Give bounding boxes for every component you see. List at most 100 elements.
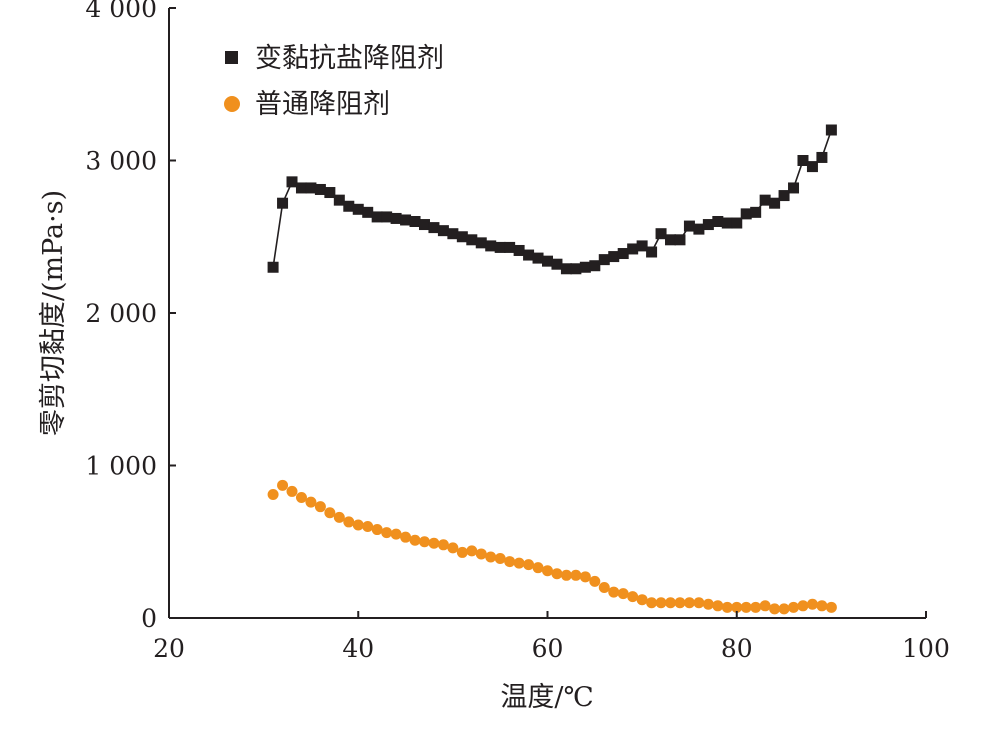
series-1-point <box>513 244 525 256</box>
y-tick-label: 1 000 <box>85 452 157 481</box>
series-2-point <box>314 501 326 513</box>
series-1-point <box>437 225 449 237</box>
series-1-line <box>272 129 833 270</box>
series-2-point <box>494 553 506 565</box>
series-2-point <box>627 591 639 603</box>
series-1-point <box>409 216 421 227</box>
series-1-point <box>674 234 686 246</box>
series-2-point <box>598 582 610 593</box>
series-1-point <box>447 228 459 240</box>
series-2-point <box>333 511 345 523</box>
x-tick-label: 100 <box>902 634 950 663</box>
series-2-point <box>608 586 620 598</box>
series-2-point <box>513 557 525 569</box>
series-1-point <box>608 251 620 263</box>
series-2-point <box>542 565 553 577</box>
series-1-point <box>570 263 582 275</box>
series-2-point <box>456 546 468 558</box>
series-2-point <box>400 531 412 543</box>
series-1-point <box>485 240 497 252</box>
series-1-point <box>494 241 506 253</box>
y-tick-label: 4 000 <box>85 0 157 23</box>
series-1-point <box>466 234 478 246</box>
series-1-point <box>267 261 279 273</box>
series-1-point <box>769 197 781 209</box>
x-tick-label: 60 <box>532 634 564 663</box>
series-1-point <box>740 208 752 220</box>
series-2-point <box>418 536 430 548</box>
series-1-point <box>456 231 468 243</box>
series-1-point <box>504 241 516 253</box>
series-1-point <box>712 216 724 227</box>
series-1-point <box>750 206 762 218</box>
series-2-point <box>447 542 459 554</box>
series-1-point <box>646 246 658 258</box>
series-1-point <box>788 182 800 194</box>
series-2-point <box>551 568 563 580</box>
series-2-point <box>277 479 289 491</box>
series-1-point <box>655 228 667 240</box>
series-1-point <box>428 222 440 234</box>
series-1-point <box>797 155 809 166</box>
series-2-point <box>721 601 733 613</box>
series-1-point <box>333 194 345 206</box>
series-1-point <box>542 255 553 267</box>
x-tick-label: 80 <box>721 634 753 663</box>
series-1-point <box>816 151 828 163</box>
series-2-point <box>655 597 667 609</box>
series-2-point <box>759 600 771 612</box>
series-1-point <box>532 252 544 264</box>
series-1-point <box>400 214 412 226</box>
series-1-point <box>551 258 563 270</box>
series-1-point <box>683 220 695 232</box>
series-2-point <box>267 488 279 500</box>
series-1-point <box>295 182 307 194</box>
series-2-point <box>437 539 449 551</box>
series-1-point <box>286 176 298 188</box>
x-axis-ticks: 20 40 60 80 100 <box>153 611 950 663</box>
series-1-point <box>305 182 317 194</box>
series-markers <box>267 124 837 615</box>
x-tick-label: 20 <box>153 634 185 663</box>
series-2-point <box>825 601 837 613</box>
series-2-point <box>712 600 724 612</box>
series-2-point <box>523 559 535 571</box>
legend: 变黏抗盐降阻剂 普通降阻剂 <box>224 43 444 120</box>
series-2-point <box>560 569 572 581</box>
series-1-point <box>371 211 383 223</box>
y-axis-ticks: 0 1 000 2 000 3 000 4 000 <box>85 0 176 633</box>
series-2-point <box>324 507 336 519</box>
series-2-point <box>343 516 355 528</box>
series-lines <box>272 129 833 270</box>
series-1-point <box>381 211 393 223</box>
series-1-point <box>731 217 743 229</box>
series-2-point <box>731 601 743 613</box>
series-2-point <box>740 601 752 613</box>
series-2-point <box>750 601 762 613</box>
legend-label-series-1: 变黏抗盐降阻剂 <box>255 43 444 74</box>
legend-label-series-2: 普通降阻剂 <box>255 89 390 120</box>
y-tick-label: 2 000 <box>85 299 157 328</box>
series-1-point <box>636 240 648 252</box>
series-1-point <box>362 206 374 218</box>
x-axis-title: 温度/℃ <box>500 682 593 713</box>
y-axis-title: 零剪切黏度/(mPa·s) <box>38 190 69 436</box>
series-2-point <box>428 537 440 549</box>
series-2-point <box>485 551 497 563</box>
series-2-point <box>636 594 648 606</box>
series-2-point <box>390 528 402 540</box>
series-1-point <box>759 194 771 206</box>
series-2-point <box>381 527 393 539</box>
series-2-point <box>305 496 317 508</box>
series-2-point <box>409 534 421 546</box>
series-1-point <box>523 249 535 261</box>
series-1-point <box>825 124 837 136</box>
series-2-point <box>806 598 818 610</box>
series-1-point <box>343 200 355 212</box>
series-2-point <box>816 600 828 612</box>
series-2-point <box>683 597 695 609</box>
series-2-point <box>362 521 374 532</box>
series-2-point <box>295 492 307 504</box>
y-tick-label: 3 000 <box>85 147 157 176</box>
